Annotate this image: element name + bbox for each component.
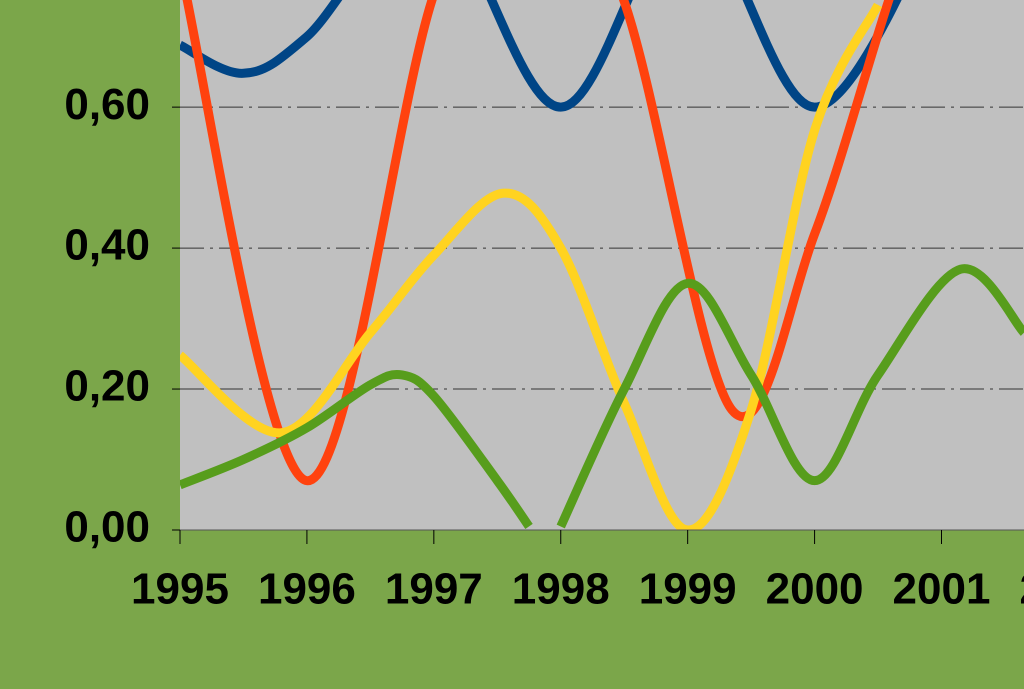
series-line <box>180 264 1024 530</box>
y-tick-label: 0,00 <box>64 503 150 552</box>
y-tick-label: 0,60 <box>64 80 150 129</box>
series-line <box>180 0 902 112</box>
x-tick-label: 1995 <box>131 565 229 614</box>
plot-area <box>180 0 1024 530</box>
x-tick-label: 1996 <box>258 565 356 614</box>
x-tick-label: 2001 <box>893 565 991 614</box>
series-line <box>180 2 883 530</box>
x-tick-label: 1997 <box>385 565 483 614</box>
x-tick-label: 1999 <box>639 565 737 614</box>
x-tick-label: 2002 <box>1019 565 1024 614</box>
x-tick-label: 1998 <box>512 565 610 614</box>
y-tick-label: 0,40 <box>64 221 150 270</box>
series-line <box>182 0 894 486</box>
y-tick-label: 0,20 <box>64 362 150 411</box>
x-tick-label: 2000 <box>766 565 864 614</box>
